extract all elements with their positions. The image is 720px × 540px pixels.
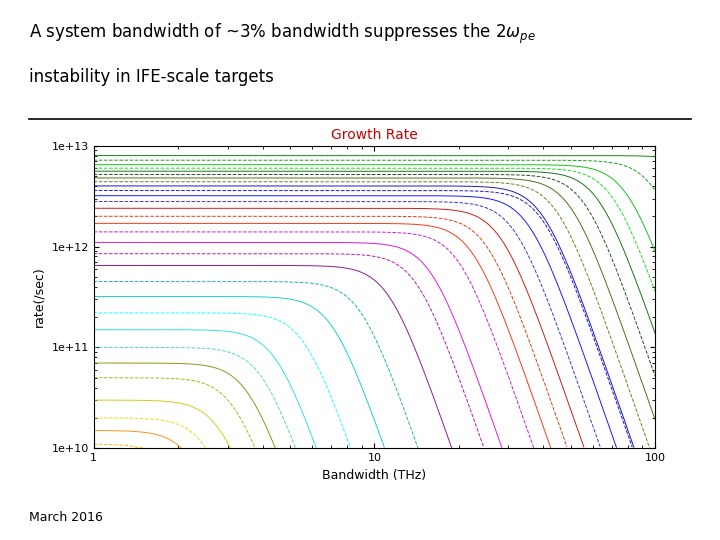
Text: March 2016: March 2016: [29, 511, 103, 524]
Title: Growth Rate: Growth Rate: [331, 128, 418, 142]
X-axis label: Bandwidth (THz): Bandwidth (THz): [323, 469, 426, 482]
Y-axis label: rate(/sec): rate(/sec): [33, 267, 46, 327]
Text: A system bandwidth of ~3% bandwidth suppresses the 2$\omega_{pe}$: A system bandwidth of ~3% bandwidth supp…: [29, 22, 536, 46]
Text: instability in IFE-scale targets: instability in IFE-scale targets: [29, 68, 274, 85]
